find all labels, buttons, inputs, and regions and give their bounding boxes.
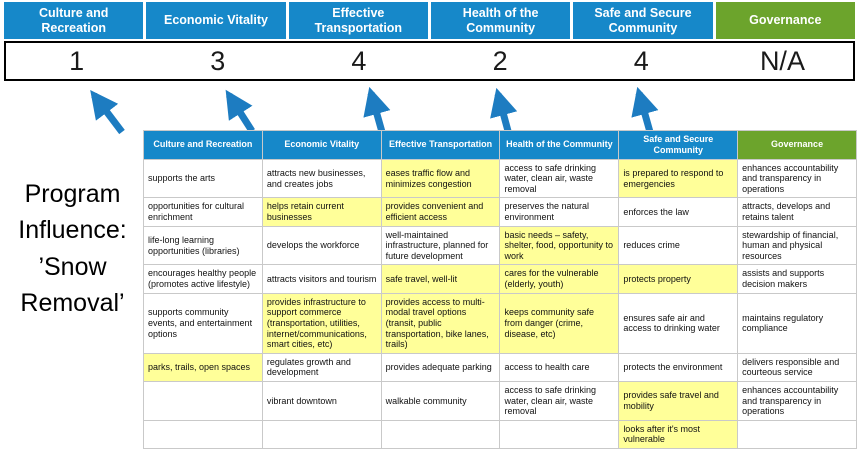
matrix-cell: delivers responsible and courteous servi… — [737, 352, 857, 382]
matrix-cell: regulates growth and development — [261, 352, 382, 382]
matrix-cell: access to health care — [499, 352, 620, 382]
matrix-cell: cares for the vulnerable (elderly, youth… — [499, 264, 620, 294]
matrix-cell: preserves the natural environment — [499, 197, 620, 227]
program-matrix-table: Culture and Recreation Economic Vitality E… — [143, 130, 857, 450]
matrix-cell — [143, 380, 263, 421]
pillar-score: 3 — [210, 45, 226, 76]
pillar-score: 4 — [351, 45, 367, 76]
pillar-header: Effective Transportation — [288, 2, 428, 39]
matrix-header-row: Culture and Recreation Economic Vitality E… — [143, 130, 857, 160]
matrix-row: parks, trails, open spaces regulates grow… — [143, 352, 857, 382]
matrix-cell — [261, 419, 382, 450]
matrix-row: supports the arts attracts new businesses… — [143, 158, 857, 199]
matrix-cell: basic needs – safety, shelter, food, opp… — [499, 225, 620, 266]
matrix-cell: vibrant downtown — [261, 380, 382, 421]
matrix-header-cell: Safe and Secure Community — [618, 130, 739, 160]
matrix-cell: attracts visitors and tourism — [261, 264, 382, 294]
pillar-score: 1 — [69, 45, 85, 76]
matrix-cell: stewardship of financial, human and phys… — [737, 225, 857, 266]
pillar-score: 4 — [633, 45, 649, 76]
matrix-row: vibrant downtown walkable community access… — [143, 380, 857, 421]
matrix-header-cell: Governance — [737, 130, 857, 160]
pillar-header: Culture and Recreation — [4, 2, 144, 39]
matrix-cell: parks, trails, open spaces — [143, 352, 263, 382]
matrix-cell: provides convenient and efficient access — [380, 197, 501, 227]
matrix-cell: enhances accountability and transparency… — [737, 380, 857, 421]
matrix-header-cell: Effective Transportation — [380, 130, 501, 160]
pillar-header: Health of the Community — [430, 2, 571, 39]
matrix-cell: ensures safe air and access to drinking … — [618, 292, 739, 354]
matrix-cell: reduces crime — [618, 225, 739, 266]
matrix-cell: opportunities for cultural enrichment — [143, 197, 263, 227]
up-arrow — [90, 89, 125, 135]
up-arrow — [225, 89, 255, 133]
matrix-row: encourages healthy people (promotes acti… — [143, 264, 857, 294]
matrix-cell — [499, 419, 620, 450]
matrix-cell: looks after it's most vulnerable — [618, 419, 739, 450]
matrix-cell: provides safe travel and mobility — [618, 380, 739, 421]
pillar-header: Economic Vitality — [146, 2, 286, 39]
matrix-cell: provides adequate parking — [380, 352, 501, 382]
matrix-cell: eases traffic flow and minimizes congest… — [380, 158, 501, 199]
matrix-cell: protects the environment — [618, 352, 739, 382]
matrix-row: supports community events, and entertain… — [143, 292, 857, 354]
pillar-header: Safe and Secure Community — [573, 2, 713, 39]
matrix-cell: encourages healthy people (promotes acti… — [143, 264, 263, 294]
pillar-score: 2 — [492, 45, 508, 76]
score-band: 1 3 4 2 4 N/A — [4, 41, 855, 81]
matrix-row: life-long learning opportunities (librar… — [143, 225, 857, 266]
matrix-cell: develops the workforce — [261, 225, 382, 266]
matrix-cell: is prepared to respond to emergencies — [618, 158, 739, 199]
matrix-cell: well-maintained infrastructure, planned … — [380, 225, 501, 266]
matrix-cell: walkable community — [380, 380, 501, 421]
matrix-header-cell: Culture and Recreation — [143, 130, 263, 160]
matrix-header-cell: Health of the Community — [499, 130, 620, 160]
pillar-score: N/A — [759, 45, 805, 76]
matrix-cell: supports the arts — [143, 158, 263, 199]
matrix-cell: keeps community safe from danger (crime,… — [499, 292, 620, 354]
scoreboard-header-row: Culture and Recreation Economic Vitality E… — [4, 2, 855, 39]
matrix-cell: enforces the law — [618, 197, 739, 227]
matrix-row: opportunities for cultural enrichment hel… — [143, 197, 857, 227]
matrix-cell — [737, 419, 857, 450]
matrix-cell: access to safe drinking water, clean air… — [499, 380, 620, 421]
up-arrow — [490, 87, 518, 132]
matrix-cell: helps retain current businesses — [261, 197, 382, 227]
matrix-cell: attracts new businesses, and creates job… — [261, 158, 382, 199]
up-arrow — [363, 86, 391, 133]
pillar-header: Governance — [715, 2, 855, 39]
matrix-cell: enhances accountability and transparency… — [737, 158, 857, 199]
matrix-header-cell: Economic Vitality — [261, 130, 382, 160]
matrix-row: looks after it's most vulnerable — [143, 419, 857, 450]
program-influence-label: Program Influence: ’Snow Removal’ — [18, 180, 127, 317]
matrix-cell: protects property — [618, 264, 739, 294]
arrows-layer — [90, 86, 659, 135]
matrix-cell: access to safe drinking water, clean air… — [499, 158, 620, 199]
matrix-cell: attracts, develops and retains talent — [737, 197, 857, 227]
matrix-cell: provides access to multi-modal travel op… — [380, 292, 501, 354]
matrix-cell: safe travel, well-lit — [380, 264, 501, 294]
matrix-cell: assists and supports decision makers — [737, 264, 857, 294]
matrix-cell — [380, 419, 501, 450]
up-arrow — [631, 86, 659, 133]
matrix-cell: life-long learning opportunities (librar… — [143, 225, 263, 266]
matrix-cell: maintains regulatory compliance — [737, 292, 857, 354]
matrix-cell: provides infrastructure to support comme… — [261, 292, 382, 354]
matrix-cell — [143, 419, 263, 450]
matrix-cell: supports community events, and entertain… — [143, 292, 263, 354]
